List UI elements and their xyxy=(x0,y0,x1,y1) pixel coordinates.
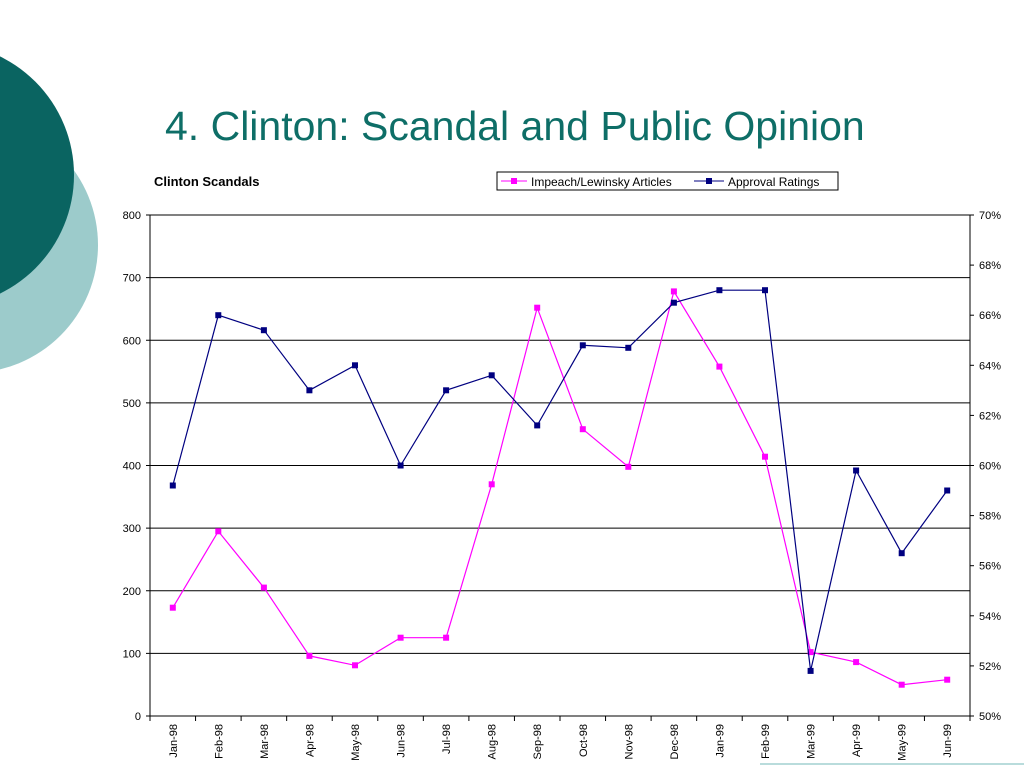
right-axis-ticks: 50% 52% 54% 56% 58% 60% 62% 64% 66% 68% 70% xyxy=(970,210,1001,723)
x-tick-label: Dec-98 xyxy=(669,724,681,759)
right-tick-label: 62% xyxy=(979,410,1001,422)
data-point-impeach xyxy=(397,634,404,641)
right-tick-label: 58% xyxy=(979,511,1001,523)
footer-rule xyxy=(760,763,1024,765)
right-tick-label: 50% xyxy=(979,711,1001,723)
data-point-approval xyxy=(670,299,677,306)
left-tick-label: 100 xyxy=(123,648,141,660)
x-tick-label: Jan-99 xyxy=(714,724,726,758)
data-point-approval xyxy=(352,362,358,369)
data-point-impeach xyxy=(443,634,450,641)
legend-box xyxy=(496,171,839,191)
data-point-approval xyxy=(397,462,404,469)
x-tick-label: Jan-98 xyxy=(168,724,180,758)
data-point-approval xyxy=(534,422,541,429)
data-point-approval xyxy=(853,467,860,474)
legend-swatch-marker-impeach xyxy=(511,178,517,184)
data-point-impeach xyxy=(534,304,541,311)
data-point-impeach xyxy=(352,662,358,669)
decor-circle-dark xyxy=(0,56,74,294)
right-tick-label: 68% xyxy=(979,260,1001,272)
x-tick-label: Oct-98 xyxy=(578,724,590,757)
x-tick-label: Feb-99 xyxy=(760,724,772,759)
data-point-impeach xyxy=(762,453,768,460)
data-point-impeach xyxy=(625,463,632,470)
x-tick-label: Feb-98 xyxy=(213,724,225,759)
left-tick-label: 500 xyxy=(123,398,141,410)
data-point-impeach xyxy=(579,426,586,433)
left-tick-label: 0 xyxy=(135,711,141,723)
data-point-impeach xyxy=(670,288,677,295)
x-tick-label: Mar-98 xyxy=(259,724,271,759)
data-point-approval xyxy=(260,327,267,334)
data-point-approval xyxy=(306,387,313,394)
x-axis-ticks: Jan-98 Feb-98 Mar-98 Apr-98 May-98 Jun-98 Jul-… xyxy=(149,716,971,761)
data-point-impeach xyxy=(488,481,495,488)
right-tick-label: 66% xyxy=(979,310,1001,322)
series-line-approval xyxy=(172,289,948,672)
data-point-approval xyxy=(215,312,222,319)
series-line-impeach xyxy=(172,289,948,686)
data-point-approval xyxy=(579,342,586,349)
x-tick-label: Mar-99 xyxy=(806,724,818,759)
right-tick-label: 60% xyxy=(979,461,1001,473)
x-tick-label: Apr-98 xyxy=(304,724,316,757)
x-tick-label: Nov-98 xyxy=(623,724,635,759)
data-point-impeach xyxy=(898,681,905,688)
data-point-impeach xyxy=(260,584,267,591)
left-tick-label: 300 xyxy=(123,523,141,535)
data-point-approval xyxy=(944,487,951,494)
gridlines xyxy=(150,214,970,654)
x-tick-label: May-99 xyxy=(897,724,909,761)
data-point-impeach xyxy=(306,652,313,659)
left-tick-label: 200 xyxy=(123,586,141,598)
legend-swatch-marker-approval xyxy=(706,178,712,184)
data-point-impeach xyxy=(716,363,723,370)
data-point-approval xyxy=(488,372,495,379)
x-tick-label: Jul-98 xyxy=(441,724,453,754)
slide-decoration xyxy=(0,56,98,370)
legend-label-impeach: Impeach/Lewinsky Articles xyxy=(531,175,672,189)
x-tick-label: May-98 xyxy=(350,724,362,761)
left-tick-label: 800 xyxy=(123,210,141,222)
data-point-approval xyxy=(169,482,176,489)
data-point-impeach xyxy=(169,604,176,611)
data-point-approval xyxy=(716,287,723,294)
data-point-impeach xyxy=(807,649,814,656)
x-tick-label: Jun-98 xyxy=(396,724,408,758)
x-tick-label: Aug-98 xyxy=(487,724,499,759)
chart-title: Clinton Scandals xyxy=(154,174,259,189)
series-layer xyxy=(169,287,951,688)
left-tick-label: 600 xyxy=(123,335,141,347)
right-tick-label: 54% xyxy=(979,611,1001,623)
right-tick-label: 70% xyxy=(979,210,1001,222)
left-tick-label: 700 xyxy=(123,273,141,285)
legend-label-approval: Approval Ratings xyxy=(728,175,819,189)
data-point-approval xyxy=(807,667,814,674)
left-axis-ticks: 0 100 200 300 400 500 600 700 800 xyxy=(123,210,150,723)
right-tick-label: 56% xyxy=(979,561,1001,573)
data-point-approval xyxy=(762,287,768,294)
data-point-approval xyxy=(898,550,905,557)
x-tick-label: Apr-99 xyxy=(851,724,863,757)
x-tick-label: Jun-99 xyxy=(942,724,954,758)
data-point-impeach xyxy=(853,659,860,666)
right-tick-label: 64% xyxy=(979,360,1001,372)
slide-title: 4. Clinton: Scandal and Public Opinion xyxy=(165,103,865,149)
data-point-impeach xyxy=(215,528,222,535)
data-point-approval xyxy=(443,387,450,394)
data-point-impeach xyxy=(944,676,951,683)
left-tick-label: 400 xyxy=(123,461,141,473)
data-point-approval xyxy=(625,344,632,351)
right-tick-label: 52% xyxy=(979,661,1001,673)
x-tick-label: Sep-98 xyxy=(532,724,544,759)
legend: Impeach/Lewinsky Articles Approval Ratin… xyxy=(496,171,839,191)
